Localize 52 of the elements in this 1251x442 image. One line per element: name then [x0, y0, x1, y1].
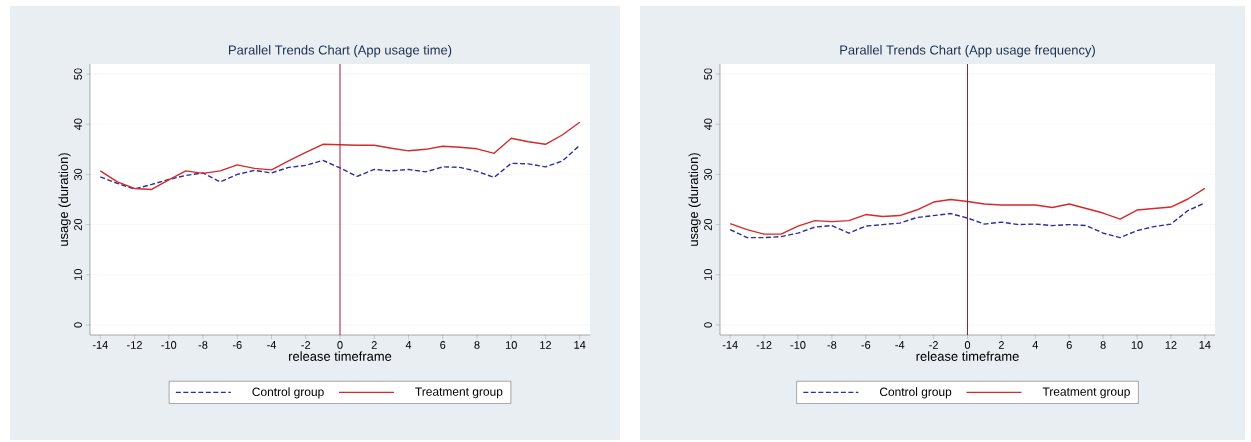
x-tick-label: 12 [1165, 341, 1177, 349]
legend-label: Control group [879, 387, 952, 399]
x-tick-label: 4 [1032, 341, 1039, 349]
x-tick-label: 8 [474, 341, 480, 349]
y-tick-label: 0 [704, 322, 712, 328]
y-tick-label: 40 [704, 118, 712, 131]
x-axis-title: release timeframe [289, 351, 392, 361]
x-tick-label: 4 [405, 341, 412, 349]
y-tick-label: 20 [704, 218, 712, 231]
y-tick-label: 10 [74, 269, 82, 281]
x-tick-label: -10 [161, 341, 177, 349]
x-tick-label: -4 [267, 341, 277, 349]
x-tick-label: -2 [301, 341, 311, 349]
legend-label: Treatment group [415, 387, 503, 399]
x-tick-label: 10 [505, 341, 517, 349]
y-tick-label: 40 [74, 118, 82, 131]
x-tick-label: -6 [861, 341, 871, 349]
y-tick-label: 0 [74, 322, 82, 328]
y-tick-label: 50 [704, 68, 712, 80]
x-tick-label: -14 [92, 341, 108, 349]
y-tick-label: 30 [74, 168, 82, 181]
x-tick-label: 2 [998, 341, 1004, 349]
legend-label: Control group [252, 387, 324, 399]
x-tick-label: -4 [895, 341, 905, 349]
x-tick-label: -8 [827, 341, 837, 349]
y-tick-label: 50 [74, 68, 82, 80]
x-tick-label: -12 [127, 341, 142, 349]
x-tick-label: 10 [1131, 341, 1143, 349]
x-tick-label: -2 [929, 341, 938, 349]
x-tick-label: 6 [440, 341, 446, 349]
x-tick-label: -6 [232, 341, 242, 349]
x-tick-label: -14 [722, 341, 738, 349]
x-tick-label: 14 [574, 341, 586, 349]
x-tick-label: 0 [964, 341, 971, 349]
y-axis-title: usage (duration) [688, 153, 701, 246]
y-tick-label: 20 [74, 218, 82, 231]
chart-title: Parallel Trends Chart (App usage frequency) [840, 45, 1095, 58]
x-tick-label: 12 [540, 341, 552, 349]
x-tick-label: 6 [1066, 341, 1072, 349]
x-tick-label: 2 [371, 341, 377, 349]
y-tick-label: 30 [704, 168, 712, 181]
chart-title: Parallel Trends Chart (App usage time) [229, 45, 452, 58]
x-axis-title: release timeframe [916, 351, 1019, 361]
x-tick-label: -8 [198, 341, 208, 349]
x-tick-label: 14 [1199, 341, 1211, 349]
x-tick-label: -12 [756, 341, 772, 349]
x-tick-label: -10 [790, 341, 806, 349]
legend-label: Treatment group [1042, 387, 1130, 399]
x-tick-label: 8 [1100, 341, 1106, 349]
y-axis-title: usage (duration) [58, 153, 71, 246]
x-tick-label: 0 [337, 341, 343, 349]
y-tick-label: 10 [704, 269, 712, 281]
